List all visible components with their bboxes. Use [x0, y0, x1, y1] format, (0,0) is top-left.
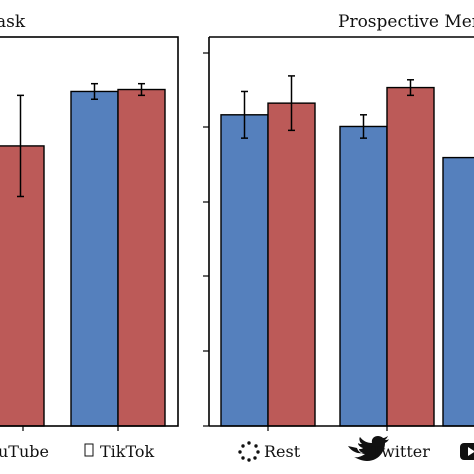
- tiktok-icon: [84, 443, 94, 457]
- left-panel: Task uTube TikTok: [0, 12, 179, 461]
- right-panel: Prospective Mer Rest: [203, 12, 474, 462]
- right-error-bar-0-1: [288, 75, 295, 132]
- right-bar-0-1: [267, 102, 316, 427]
- right-error-bar-1-1: [407, 79, 414, 97]
- x-tick-label-youtube: uTube: [0, 442, 49, 461]
- x-tick-label-twitter: Twitter: [371, 442, 430, 461]
- left-bar-1-0: [70, 90, 119, 427]
- left-x-ticks: [22, 426, 119, 431]
- left-error-bar-1-1: [138, 82, 145, 97]
- right-error-bar-0-0: [241, 90, 248, 139]
- youtube-icon: [460, 443, 474, 460]
- left-bar-0-1: [0, 145, 45, 427]
- left-plot-frame: [0, 36, 179, 427]
- right-error-bar-1-0: [360, 114, 367, 139]
- left-error-bar-0-1: [17, 94, 24, 198]
- rest-icon: [238, 441, 260, 462]
- right-panel-title: Prospective Mer: [338, 12, 474, 32]
- right-bar-1-0: [339, 125, 388, 427]
- right-bar-2-0: [442, 156, 474, 427]
- left-panel-title: Task: [0, 12, 26, 32]
- right-x-ticks: [267, 426, 388, 431]
- left-error-bar-1-0: [91, 82, 98, 100]
- x-tick-label-rest: Rest: [264, 442, 301, 461]
- right-bars: [220, 75, 474, 427]
- right-bar-0-0: [220, 114, 269, 427]
- left-bars: [0, 82, 166, 427]
- left-bar-1-1: [117, 88, 166, 427]
- x-tick-label-tiktok: TikTok: [100, 442, 155, 461]
- right-bar-1-1: [386, 86, 435, 427]
- twitter-icon: [348, 436, 389, 461]
- right-plot-frame: [208, 36, 474, 427]
- right-y-ticks: [203, 52, 209, 427]
